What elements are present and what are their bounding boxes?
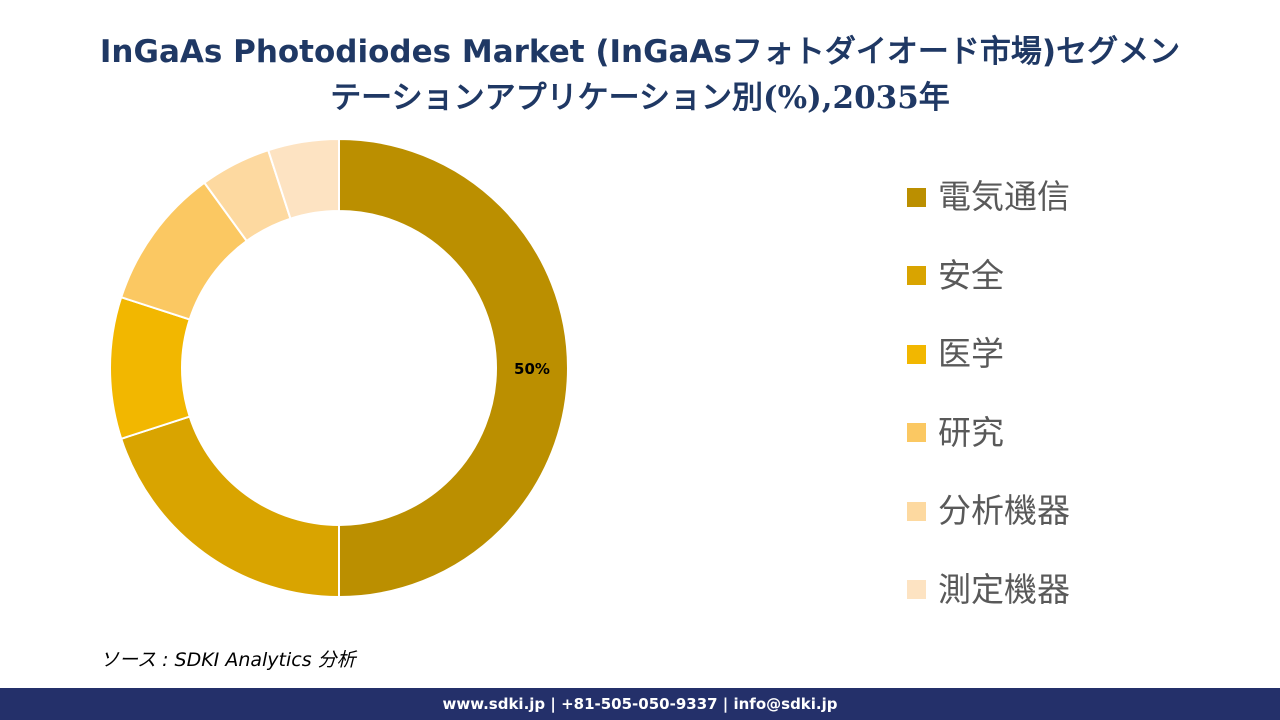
legend-label-1: 電気通信: [938, 177, 1070, 217]
chart-legend: 電気通信安全医学研究分析機器測定機器: [907, 158, 1267, 629]
chart-title-line-1: InGaAs Photodiodes Market (InGaAsフォトダイオー…: [99, 34, 1181, 70]
source-note: ソース : SDKI Analytics 分析: [100, 649, 356, 671]
chart-title-line-2: テーションアプリケーション別(%),2035年: [330, 80, 950, 116]
donut-chart: 50%: [109, 137, 569, 599]
footer-contact-bar: www.sdki.jp | +81-505-050-9337 | info@sd…: [0, 688, 1280, 720]
legend-item-5: 分析機器: [907, 472, 1267, 551]
legend-label-3: 医学: [938, 334, 1004, 374]
donut-slice-1: [338, 137, 569, 599]
legend-label-2: 安全: [938, 255, 1004, 295]
legend-swatch-2: [907, 266, 926, 286]
donut-slice-6: [266, 137, 340, 220]
legend-item-4: 研究: [907, 394, 1267, 473]
legend-label-4: 研究: [938, 412, 1004, 452]
legend-item-1: 電気通信: [907, 158, 1267, 237]
legend-item-3: 医学: [907, 315, 1267, 394]
legend-item-2: 安全: [907, 237, 1267, 316]
legend-item-6: 測定機器: [907, 551, 1267, 630]
legend-swatch-3: [907, 344, 926, 364]
legend-swatch-6: [907, 580, 926, 600]
legend-swatch-1: [907, 187, 926, 207]
legend-swatch-4: [907, 423, 926, 443]
donut-slice-3: [109, 295, 191, 441]
legend-swatch-5: [907, 501, 926, 521]
legend-label-5: 分析機器: [938, 491, 1070, 531]
donut-slice-2: [119, 415, 340, 599]
legend-label-6: 測定機器: [938, 569, 1070, 609]
data-label-1: 50%: [514, 360, 550, 378]
